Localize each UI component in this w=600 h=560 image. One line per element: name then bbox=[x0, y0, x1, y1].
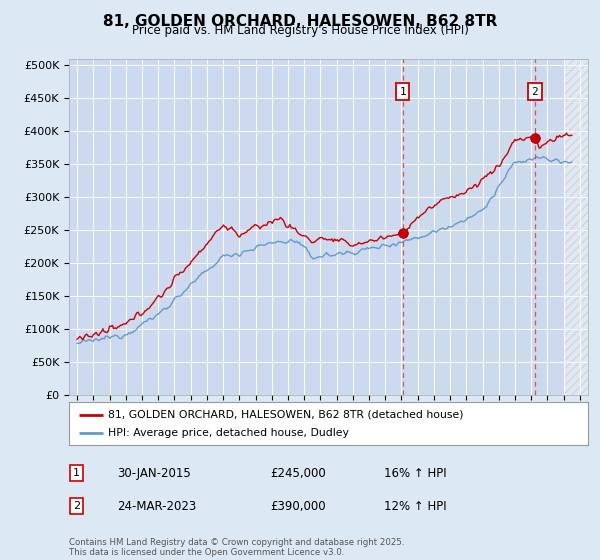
Text: 1: 1 bbox=[73, 468, 80, 478]
Text: 24-MAR-2023: 24-MAR-2023 bbox=[117, 500, 196, 513]
Text: 12% ↑ HPI: 12% ↑ HPI bbox=[384, 500, 446, 513]
Text: 16% ↑ HPI: 16% ↑ HPI bbox=[384, 466, 446, 480]
Text: HPI: Average price, detached house, Dudley: HPI: Average price, detached house, Dudl… bbox=[108, 428, 349, 438]
Bar bbox=[403, 59, 535, 395]
Text: Price paid vs. HM Land Registry's House Price Index (HPI): Price paid vs. HM Land Registry's House … bbox=[131, 24, 469, 37]
Text: Contains HM Land Registry data © Crown copyright and database right 2025.
This d: Contains HM Land Registry data © Crown c… bbox=[69, 538, 404, 557]
Bar bbox=[563, 59, 588, 395]
Text: 2: 2 bbox=[73, 501, 80, 511]
Text: 1: 1 bbox=[400, 87, 406, 97]
Text: 30-JAN-2015: 30-JAN-2015 bbox=[117, 466, 191, 480]
Text: 81, GOLDEN ORCHARD, HALESOWEN, B62 8TR: 81, GOLDEN ORCHARD, HALESOWEN, B62 8TR bbox=[103, 14, 497, 29]
Text: £245,000: £245,000 bbox=[270, 466, 326, 480]
Text: 2: 2 bbox=[532, 87, 538, 97]
Text: £390,000: £390,000 bbox=[270, 500, 326, 513]
Text: 81, GOLDEN ORCHARD, HALESOWEN, B62 8TR (detached house): 81, GOLDEN ORCHARD, HALESOWEN, B62 8TR (… bbox=[108, 409, 463, 419]
